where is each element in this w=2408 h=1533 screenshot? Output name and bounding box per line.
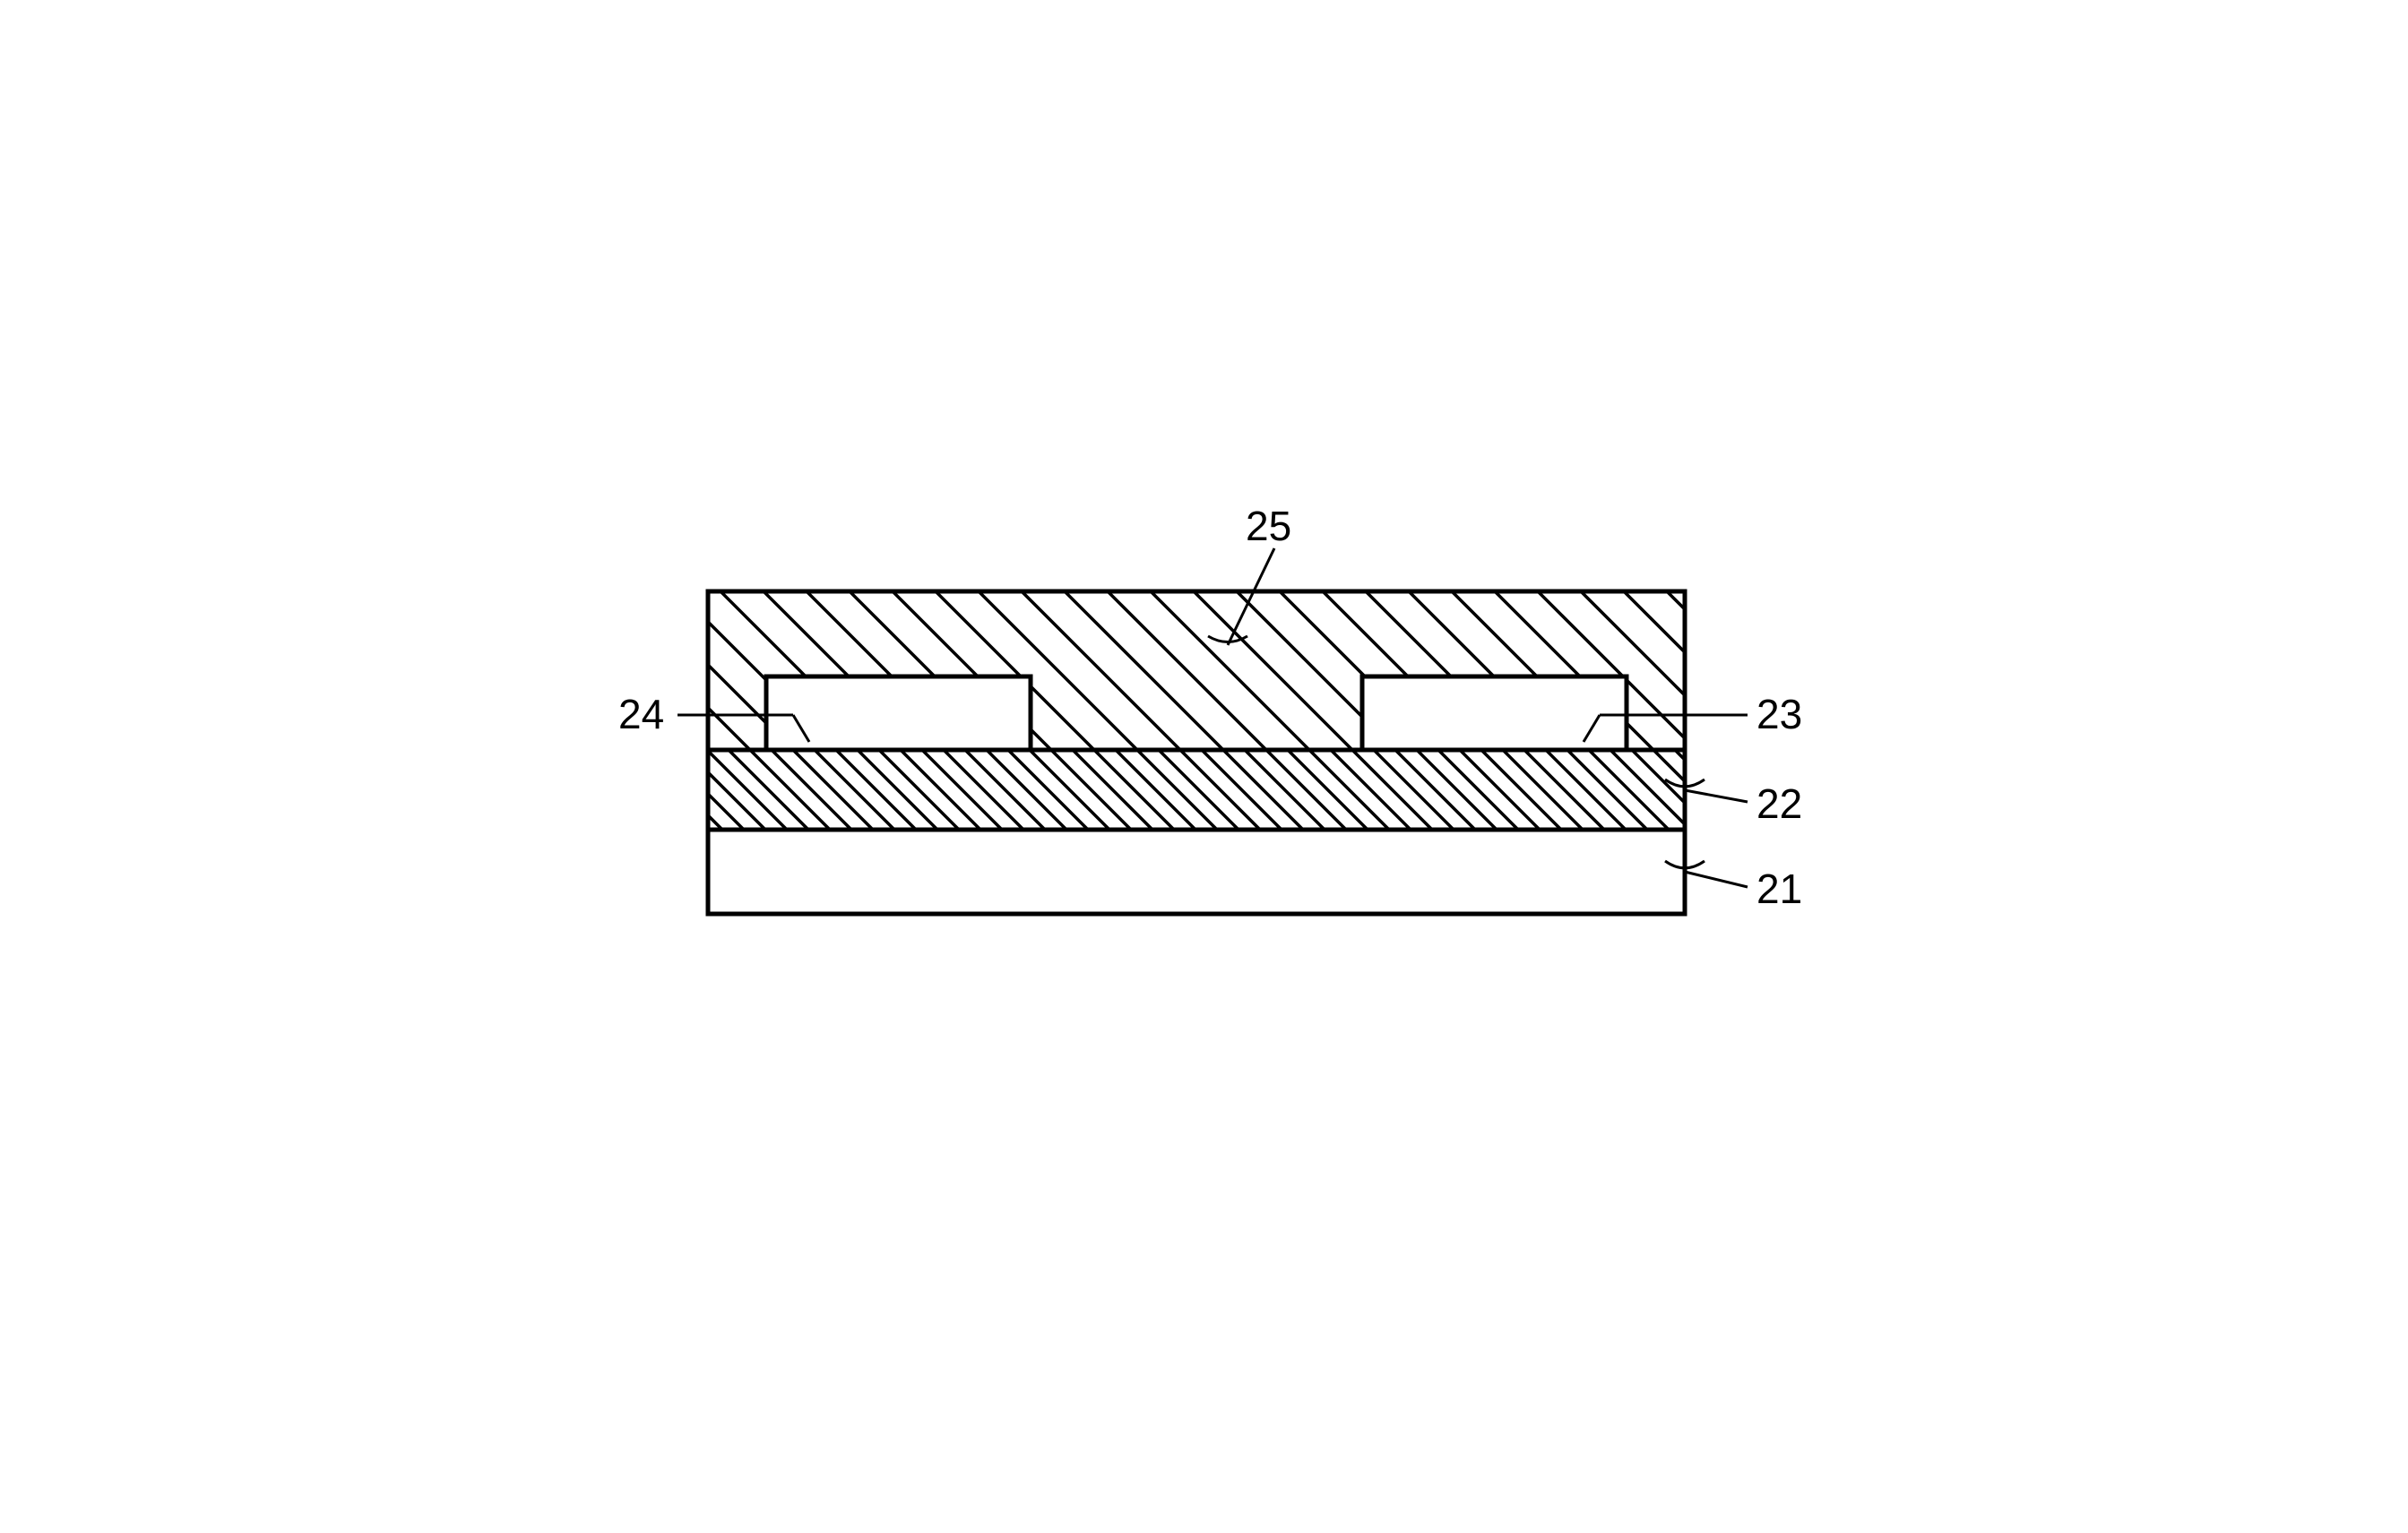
label-25: 25 (1246, 502, 1291, 550)
label-22: 22 (1756, 779, 1802, 828)
cross-section-svg (0, 0, 2408, 1533)
label-24: 24 (618, 690, 664, 738)
label-21: 21 (1756, 865, 1802, 913)
label-23: 23 (1756, 690, 1802, 738)
figure-canvas: 25 24 23 22 21 (0, 0, 2408, 1533)
